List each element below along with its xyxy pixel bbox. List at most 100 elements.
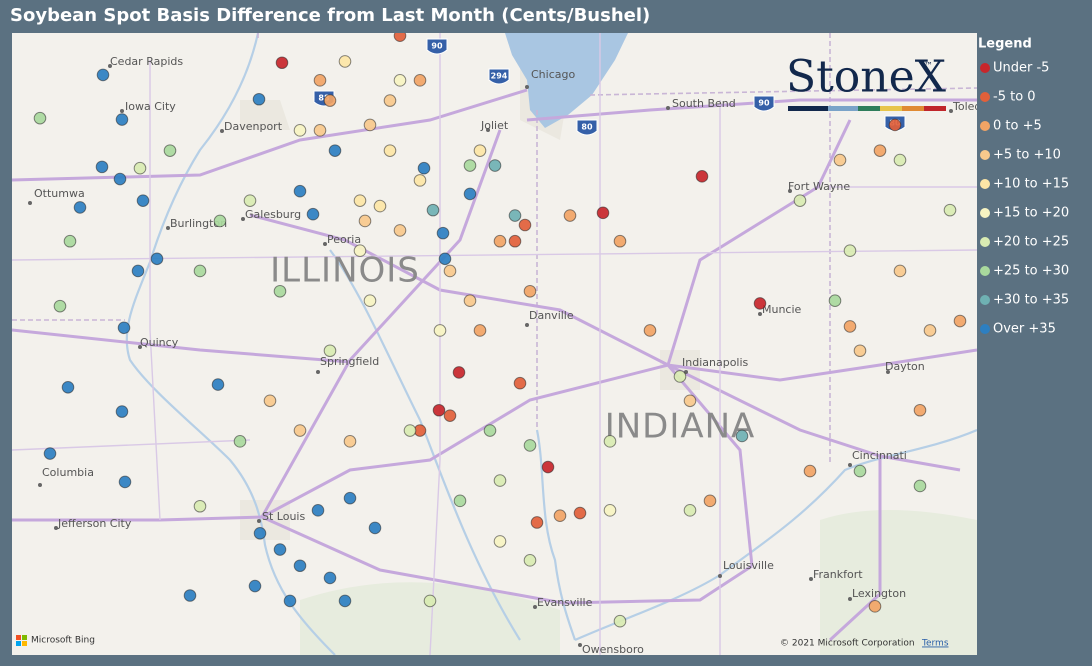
data-point — [313, 74, 327, 87]
data-point — [452, 366, 466, 379]
data-point — [353, 244, 367, 257]
data-point — [96, 68, 110, 82]
data-point — [518, 218, 532, 232]
data-point — [363, 294, 377, 308]
data-point — [373, 199, 387, 213]
data-point — [293, 424, 307, 437]
data-point — [603, 504, 617, 517]
data-point — [423, 594, 437, 608]
data-point — [443, 409, 457, 422]
legend-label: Over +35 — [993, 322, 1056, 337]
place-label: Fort Wayne — [788, 180, 850, 193]
place-dot — [28, 201, 32, 205]
place-label: Danville — [529, 309, 574, 322]
data-point — [338, 594, 352, 608]
data-point — [73, 201, 87, 214]
legend-label: 0 to +5 — [993, 119, 1042, 134]
data-point — [433, 324, 447, 337]
data-point — [483, 424, 497, 437]
legend-swatch — [980, 266, 990, 276]
data-point — [417, 161, 431, 175]
legend-swatch — [980, 324, 990, 334]
place-dot — [486, 128, 490, 132]
data-point — [888, 118, 902, 132]
credit: Microsoft Bing — [31, 636, 95, 646]
shield-label: 90 — [431, 42, 443, 51]
data-point — [523, 439, 537, 452]
data-point — [183, 589, 197, 602]
data-point — [118, 475, 132, 489]
legend-label: +25 to +30 — [993, 264, 1069, 279]
place-dot — [525, 323, 529, 327]
highway-shield — [488, 68, 510, 85]
data-point — [523, 554, 537, 567]
data-point — [323, 344, 337, 358]
legend-label: Under -5 — [993, 61, 1049, 76]
data-point — [828, 294, 842, 308]
data-point — [695, 170, 709, 183]
place-dot — [718, 574, 722, 578]
data-point — [438, 252, 452, 266]
data-point — [643, 324, 657, 337]
data-point — [530, 516, 544, 529]
data-point — [473, 324, 487, 337]
place-label: Evansville — [537, 596, 593, 609]
data-point — [868, 600, 882, 613]
data-point — [473, 144, 487, 157]
data-point — [323, 571, 337, 585]
place-dot — [323, 242, 327, 246]
terms-link[interactable]: Terms — [921, 639, 949, 649]
place-dot — [108, 64, 112, 68]
data-point — [273, 284, 287, 298]
data-point — [703, 494, 717, 508]
place-label: Burlington — [170, 217, 227, 230]
place-label: Frankfort — [813, 568, 863, 581]
place-label: Owensboro — [582, 643, 644, 656]
place-label: Chicago — [531, 68, 575, 81]
data-point — [913, 403, 927, 417]
data-point — [61, 380, 75, 394]
data-point — [735, 429, 749, 443]
data-point — [413, 74, 427, 87]
place-label: Dayton — [885, 360, 925, 373]
logo: StoneX ™ — [786, 52, 947, 111]
legend-label: +10 to +15 — [993, 177, 1069, 192]
data-point — [413, 174, 427, 187]
data-point — [523, 284, 537, 298]
data-point — [943, 203, 957, 217]
data-point — [493, 234, 507, 248]
place-dot — [525, 85, 529, 89]
data-point — [493, 535, 507, 548]
place-label: Columbia — [42, 466, 94, 479]
data-point — [393, 224, 407, 237]
data-point — [63, 234, 77, 248]
data-point — [463, 159, 477, 172]
legend-swatch — [980, 150, 990, 160]
data-point — [443, 264, 457, 278]
data-point — [753, 297, 767, 310]
place-label: Davenport — [224, 120, 283, 133]
legend-label: +30 to +35 — [993, 293, 1069, 308]
place-label: Springfield — [320, 355, 379, 368]
data-point — [353, 194, 367, 207]
data-point — [358, 214, 372, 228]
overlay: 9029488809080ILLINOISINDIANACedar Rapids… — [28, 33, 977, 656]
data-point — [513, 376, 527, 390]
legend-label: +5 to +10 — [993, 148, 1061, 163]
data-point — [193, 499, 207, 513]
data-point — [803, 464, 817, 478]
data-point — [323, 94, 337, 107]
legend-label: +15 to +20 — [993, 206, 1069, 221]
data-point — [115, 113, 129, 126]
data-point — [553, 509, 567, 523]
place-dot — [848, 597, 852, 601]
data-point — [613, 234, 627, 248]
highway-shield — [753, 95, 775, 112]
data-point — [113, 172, 127, 186]
data-point — [508, 234, 522, 248]
data-point — [293, 124, 307, 137]
data-point — [893, 153, 907, 167]
legend-title: Legend — [978, 37, 1032, 52]
data-point — [603, 435, 617, 448]
data-point — [131, 264, 145, 278]
